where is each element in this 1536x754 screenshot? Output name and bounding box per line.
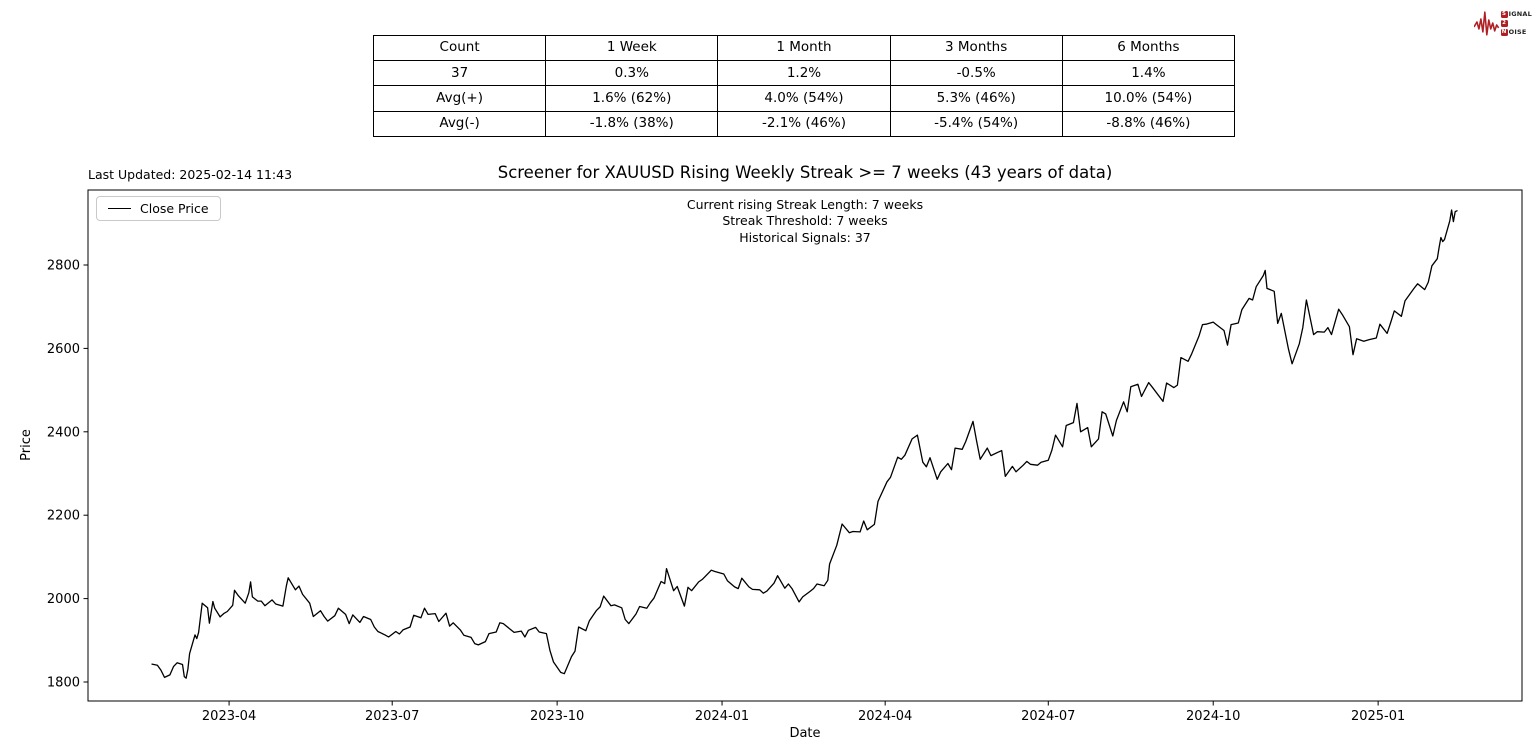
stats-header-cell: 1 Week (545, 34, 719, 62)
stats-cell: 1.2% (717, 60, 891, 87)
chart-annotations: Current rising Streak Length: 7 weeks Str… (505, 197, 1105, 246)
stats-header-row: Count 1 Week 1 Month 3 Months 6 Months (372, 34, 1236, 62)
y-tick-label: 2200 (47, 509, 80, 524)
chart-title: Screener for XAUUSD Rising Weekly Streak… (497, 163, 1113, 182)
y-tick-label: 2600 (47, 342, 80, 357)
x-axis-label: Date (789, 726, 821, 741)
signal2noise-logo: S IGNAL 2 N OISE (1474, 6, 1532, 40)
stats-row: Avg(-) -1.8% (38%) -2.1% (46%) -5.4% (54%) -… (372, 110, 1236, 137)
stats-body: 37 0.3% 1.2% -0.5% 1.4% Avg(+) 1.6% (62%) 4.0% … (372, 60, 1236, 137)
y-axis-label: Price (19, 429, 34, 461)
stats-header-cell: 6 Months (1061, 34, 1236, 62)
logo-line-signal: S IGNAL (1500, 10, 1532, 18)
stats-cell: -2.1% (46%) (717, 110, 891, 137)
logo-line-noise: N OISE (1500, 28, 1532, 36)
stats-cell: 0.3% (545, 60, 719, 87)
last-updated-text: Last Updated: 2025-02-14 11:43 (88, 167, 293, 182)
logo-box-n: N (1500, 28, 1508, 36)
waveform-icon (1474, 11, 1500, 36)
stats-cell: 1.6% (62%) (545, 85, 719, 112)
y-tick-label: 2800 (47, 259, 80, 274)
stats-cell: Avg(+) (372, 85, 547, 112)
stats-cell: -5.4% (54%) (889, 110, 1063, 137)
stats-row: Avg(+) 1.6% (62%) 4.0% (54%) 5.3% (46%) 10.0… (372, 85, 1236, 112)
logo-text-oise: OISE (1508, 28, 1527, 36)
stats-cell: -8.8% (46%) (1061, 110, 1236, 137)
y-tick-label: 2000 (47, 592, 80, 607)
logo-text-ignal: IGNAL (1508, 10, 1532, 18)
legend-line-sample (108, 208, 131, 209)
annotation-line: Historical Signals: 37 (739, 229, 871, 245)
logo-line-2: 2 (1500, 19, 1532, 27)
x-tick-label: 2023-07 (365, 709, 419, 724)
y-tick-label: 2400 (47, 425, 80, 440)
legend-label: Close Price (140, 201, 209, 216)
stats-cell: 4.0% (54%) (717, 85, 891, 112)
x-tick-label: 2024-10 (1186, 709, 1240, 724)
stats-cell: Avg(-) (372, 110, 547, 137)
x-tick-label: 2024-07 (1021, 709, 1075, 724)
annotation-line: Current rising Streak Length: 7 weeks (686, 197, 924, 212)
x-tick-label: 2023-10 (530, 709, 584, 724)
stats-cell: 37 (372, 60, 547, 87)
x-tick-label: 2023-04 (202, 709, 256, 724)
stats-row: 37 0.3% 1.2% -0.5% 1.4% (372, 60, 1236, 87)
legend: Close Price (96, 196, 221, 221)
logo-box-2: 2 (1500, 19, 1508, 27)
stats-cell: -1.8% (38%) (545, 110, 719, 137)
annotation-line: Streak Threshold: 7 weeks (722, 213, 888, 229)
stats-header-cell: 3 Months (889, 34, 1063, 62)
logo-box-s: S (1500, 10, 1508, 18)
stats-header-cell: Count (372, 34, 547, 62)
x-tick-label: 2024-01 (695, 709, 749, 724)
plot-frame (87, 189, 1523, 702)
close-price-line (151, 209, 1458, 679)
stats-cell: 5.3% (46%) (889, 85, 1063, 112)
x-tick-label: 2025-01 (1351, 709, 1405, 724)
stats-table: Count 1 Week 1 Month 3 Months 6 Months 37 0.3… (372, 34, 1236, 137)
stats-cell: -0.5% (889, 60, 1063, 87)
stats-header-cell: 1 Month (717, 34, 891, 62)
stats-cell: 10.0% (54%) (1061, 85, 1236, 112)
x-tick-label: 2024-04 (858, 709, 912, 724)
stats-cell: 1.4% (1061, 60, 1236, 87)
y-tick-label: 1800 (47, 676, 80, 691)
logo-text: S IGNAL 2 N OISE (1500, 10, 1532, 36)
